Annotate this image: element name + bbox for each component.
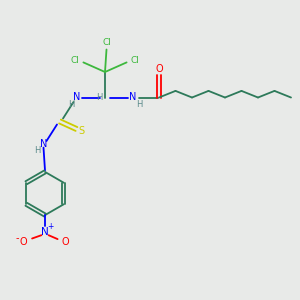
Text: H: H bbox=[68, 100, 74, 109]
Text: N: N bbox=[74, 92, 81, 102]
Text: -: - bbox=[15, 232, 19, 243]
Text: Cl: Cl bbox=[130, 56, 140, 65]
Text: H: H bbox=[34, 146, 41, 155]
Text: O: O bbox=[61, 237, 69, 247]
Text: N: N bbox=[41, 226, 49, 237]
Text: O: O bbox=[155, 64, 163, 74]
Text: Cl: Cl bbox=[70, 56, 80, 65]
Text: N: N bbox=[129, 92, 137, 102]
Text: N: N bbox=[40, 139, 47, 149]
Text: S: S bbox=[79, 125, 85, 136]
Text: H: H bbox=[96, 93, 103, 102]
Text: Cl: Cl bbox=[102, 38, 111, 47]
Text: H: H bbox=[136, 100, 142, 109]
Text: O: O bbox=[19, 237, 27, 247]
Text: +: + bbox=[47, 222, 54, 231]
